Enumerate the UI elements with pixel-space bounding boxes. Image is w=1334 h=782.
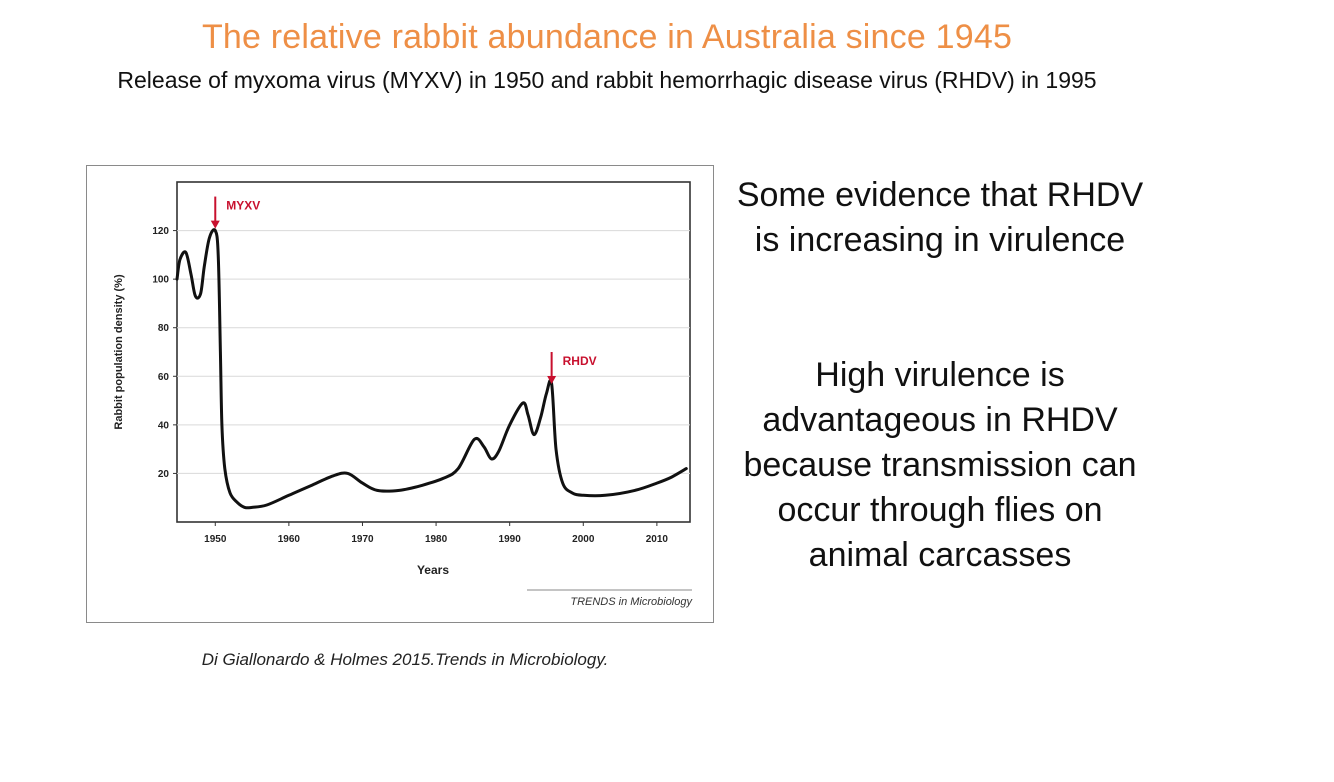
y-tick-label: 60 [158,372,170,383]
population-line [175,228,688,510]
side-text-evidence: Some evidence that RHDV is increasing in… [736,176,1144,259]
y-tick-label: 80 [158,323,170,334]
y-tick-label: 100 [152,275,169,286]
y-tick-label: 40 [158,420,170,431]
x-tick-label: 2010 [646,534,669,545]
x-tick-label: 1980 [425,534,448,545]
annotations: MYXV RHDV [210,196,597,384]
figure-frame: 20 40 60 80 100 120 1950 1960 1970 1980 1990 2000 20… [86,165,714,623]
x-tick-label: 1990 [499,534,522,545]
slide-title: The relative rabbit abundance in Austral… [201,18,1013,56]
x-tick-label: 1950 [204,534,227,545]
annotation-arrow-head [547,376,557,384]
y-tick-label: 120 [152,226,169,237]
x-axis-label: Years [417,563,449,577]
annotation-label: RHDV [563,354,597,368]
citation: Di Giallonardo & Holmes 2015.Trends in M… [201,650,609,669]
annotation-arrow-head [210,220,220,229]
axis-ticks: 20 40 60 80 100 120 1950 1960 1970 1980 1990 2000 20… [152,226,668,545]
grid-lines [177,230,690,474]
x-tick-label: 2000 [572,534,595,545]
y-tick-label: 20 [158,469,170,480]
x-tick-label: 1960 [278,534,301,545]
x-tick-label: 1970 [351,534,374,545]
annotation-label: MYXV [226,199,260,213]
side-text-virulence: High virulence is advantageous in RHDV b… [743,356,1137,574]
y-axis-label: Rabbit population density (%) [113,274,125,430]
plot-area-border [176,181,691,523]
slide-subtitle: Release of myxoma virus (MYXV) in 1950 a… [117,67,1097,93]
source-label: TRENDS in Microbiology [570,596,693,608]
rabbit-abundance-chart: 20 40 60 80 100 120 1950 1960 1970 1980 1990 2000 20… [113,181,693,608]
